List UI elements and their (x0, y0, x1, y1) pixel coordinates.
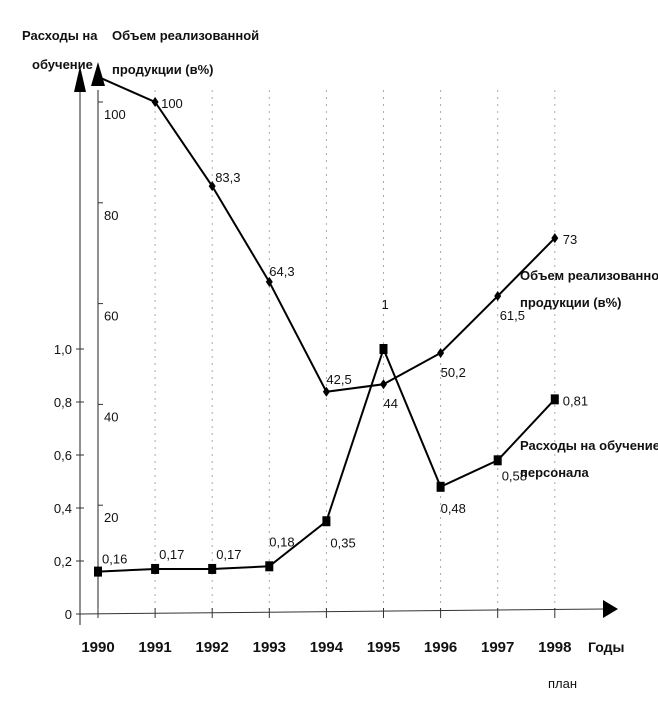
left-axis-title-1: Расходы на (22, 28, 98, 43)
volume-marker (380, 379, 387, 390)
volume-marker (494, 291, 502, 302)
data-label: 1 (382, 297, 389, 312)
data-label: 0,17 (159, 547, 184, 562)
legend-cost-1: Расходы на обучение (520, 438, 658, 453)
left-tick-label: 0,4 (54, 501, 72, 516)
cost-marker (265, 561, 274, 572)
data-label: 0,16 (102, 552, 127, 567)
right-axis-arrow-icon (91, 62, 105, 86)
data-label: 44 (384, 396, 398, 411)
legend-volume-1: Объем реализованной (520, 268, 658, 283)
volume-marker (551, 233, 559, 244)
x-tick-label: 1992 (196, 639, 229, 656)
left-tick-label: 0,2 (54, 554, 72, 569)
data-label: 64,3 (269, 264, 294, 279)
left-axis-title-2: обучение (32, 57, 93, 72)
x-axis-arrow-icon (603, 600, 618, 618)
x-axis (79, 608, 606, 615)
right-tick-label: 100 (104, 107, 126, 122)
x-note-plan: план (548, 676, 577, 691)
data-label: 0,48 (441, 501, 466, 516)
left-axis-arrow-icon (74, 66, 86, 92)
cost-marker (436, 481, 445, 492)
legend-cost-2: персонала (520, 465, 590, 480)
right-axis-title-1: Объем реализованной (112, 28, 259, 43)
cost-marker (379, 344, 388, 354)
cost-marker (322, 516, 331, 527)
volume-marker (437, 347, 445, 358)
left-tick-label: 1,0 (54, 342, 72, 357)
cost-marker (151, 563, 160, 574)
x-tick-label: 1993 (253, 639, 286, 656)
data-label: 0,17 (216, 547, 241, 562)
cost-marker (550, 394, 559, 405)
x-tick-label: 1998 (538, 639, 571, 656)
right-tick-label: 40 (104, 409, 118, 424)
cost-marker (208, 563, 217, 574)
volume-marker (322, 386, 330, 397)
legend-volume-2: продукции (в%) (520, 295, 622, 310)
data-label: 0,35 (330, 535, 355, 550)
x-axis-title: Годы (588, 639, 624, 655)
data-label: 0,58 (502, 468, 527, 483)
cost-marker (493, 455, 502, 466)
x-tick-label: 1997 (481, 639, 514, 656)
cost-marker (94, 566, 102, 577)
x-tick-label: 1990 (81, 639, 114, 656)
series-line-0 (97, 75, 556, 393)
left-tick-label: 0 (65, 607, 72, 622)
x-tick-label: 1991 (138, 639, 171, 656)
data-label: 100 (161, 96, 183, 111)
right-axis-title-2: продукции (в%) (112, 62, 214, 77)
data-label: 50,2 (441, 365, 466, 380)
data-label: 73 (563, 232, 577, 247)
volume-marker (208, 181, 216, 192)
data-label: 0,81 (563, 393, 588, 408)
x-tick-label: 1996 (424, 639, 457, 656)
data-label: 42,5 (326, 372, 351, 387)
data-label: 61,5 (500, 308, 525, 323)
volume-marker (265, 276, 273, 287)
left-tick-label: 0,8 (54, 395, 72, 410)
x-tick-label: 1994 (310, 639, 344, 656)
x-tick-label: 1995 (367, 639, 400, 656)
left-tick-label: 0,6 (54, 448, 72, 463)
right-tick-label: 60 (104, 309, 118, 324)
right-tick-label: 80 (104, 208, 118, 223)
right-tick-label: 20 (104, 510, 118, 525)
volume-marker (151, 97, 159, 107)
data-label: 0,18 (269, 534, 294, 549)
data-label: 83,3 (215, 170, 240, 185)
